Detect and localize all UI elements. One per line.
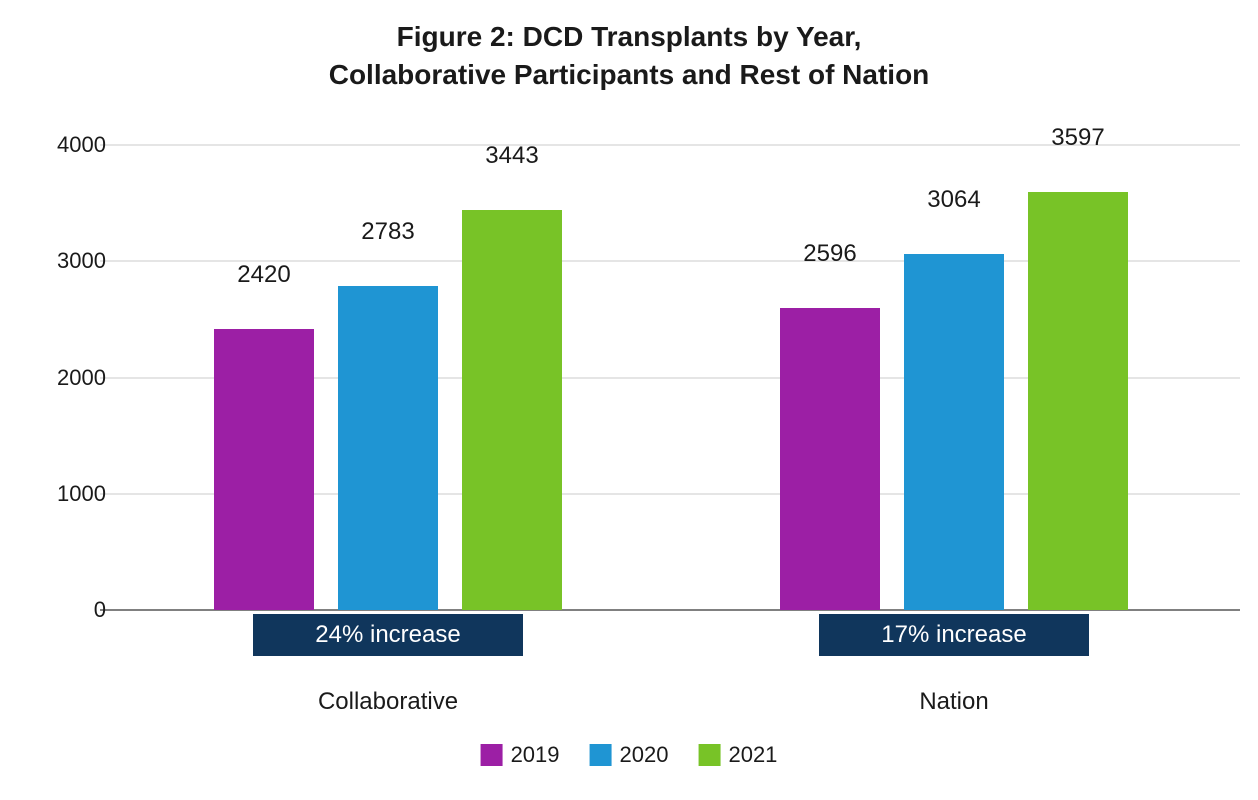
legend-item-2019: 2019 bbox=[481, 742, 560, 768]
legend-label-2021: 2021 bbox=[728, 742, 777, 768]
group-label-collaborative: Collaborative bbox=[318, 688, 458, 716]
bar-nation-2020 bbox=[904, 254, 1004, 610]
y-tick-label: 0 bbox=[94, 597, 106, 623]
y-tick-label: 4000 bbox=[57, 132, 106, 158]
bar-nation-2019 bbox=[780, 308, 880, 610]
y-tick-label: 3000 bbox=[57, 248, 106, 274]
bar-label-collaborative-2019: 2420 bbox=[237, 261, 290, 295]
bar-label-collaborative-2020: 2783 bbox=[361, 218, 414, 252]
legend: 2019 2020 2021 bbox=[481, 742, 778, 768]
bar-collaborative-2020 bbox=[338, 286, 438, 610]
legend-label-2019: 2019 bbox=[511, 742, 560, 768]
group-badge-nation: 17% increase bbox=[819, 614, 1089, 656]
legend-item-2021: 2021 bbox=[698, 742, 777, 768]
bar-collaborative-2019 bbox=[214, 329, 314, 610]
chart-title-line1: Figure 2: DCD Transplants by Year, bbox=[0, 18, 1258, 56]
chart-title: Figure 2: DCD Transplants by Year, Colla… bbox=[0, 0, 1258, 94]
y-tick-label: 2000 bbox=[57, 365, 106, 391]
legend-swatch-2019 bbox=[481, 744, 503, 766]
plot-area: 242027833443259630643597 bbox=[100, 145, 1240, 610]
legend-item-2020: 2020 bbox=[590, 742, 669, 768]
chart-title-line2: Collaborative Participants and Rest of N… bbox=[0, 56, 1258, 94]
bar-label-collaborative-2021: 3443 bbox=[485, 142, 538, 176]
y-tick-label: 1000 bbox=[57, 481, 106, 507]
legend-swatch-2020 bbox=[590, 744, 612, 766]
legend-swatch-2021 bbox=[698, 744, 720, 766]
bar-nation-2021 bbox=[1028, 192, 1128, 610]
group-label-nation: Nation bbox=[919, 688, 988, 716]
group-badge-collaborative: 24% increase bbox=[253, 614, 523, 656]
bar-label-nation-2019: 2596 bbox=[803, 240, 856, 274]
chart-container: Figure 2: DCD Transplants by Year, Colla… bbox=[0, 0, 1258, 800]
bar-label-nation-2021: 3597 bbox=[1051, 124, 1104, 158]
legend-label-2020: 2020 bbox=[620, 742, 669, 768]
bar-collaborative-2021 bbox=[462, 210, 562, 610]
bar-label-nation-2020: 3064 bbox=[927, 186, 980, 220]
